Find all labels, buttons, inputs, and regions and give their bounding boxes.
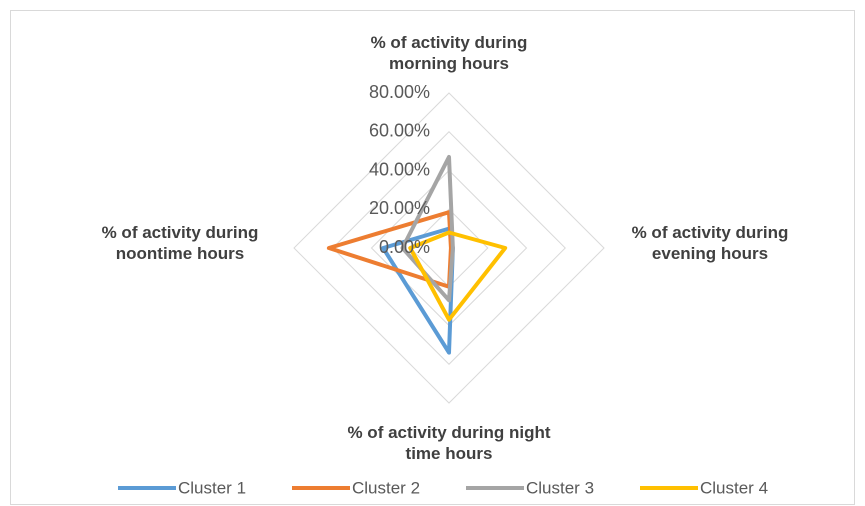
legend-label: Cluster 3 bbox=[526, 478, 594, 497]
axis-label: % of activity during evening hours bbox=[631, 223, 789, 263]
axis-label: % of activity during noontime hours bbox=[101, 223, 259, 263]
legend-label: Cluster 4 bbox=[700, 478, 768, 497]
grid-ring bbox=[293, 92, 605, 404]
series-line bbox=[400, 154, 455, 303]
legend-label: Cluster 1 bbox=[178, 478, 246, 497]
r-tick-label: 60.00% bbox=[369, 121, 430, 141]
r-tick-label: 40.00% bbox=[369, 159, 430, 179]
axis-label: % of activity during morning hours bbox=[370, 33, 528, 73]
series-line bbox=[408, 230, 508, 322]
r-tick-label: 80.00% bbox=[369, 82, 430, 102]
legend-label: Cluster 2 bbox=[352, 478, 420, 497]
grid-ring bbox=[332, 131, 566, 365]
r-tick-label: 0.00% bbox=[379, 237, 430, 257]
r-tick-label: 20.00% bbox=[369, 198, 430, 218]
axis-label: % of activity during night time hours bbox=[347, 423, 551, 463]
chart-border bbox=[10, 10, 855, 505]
